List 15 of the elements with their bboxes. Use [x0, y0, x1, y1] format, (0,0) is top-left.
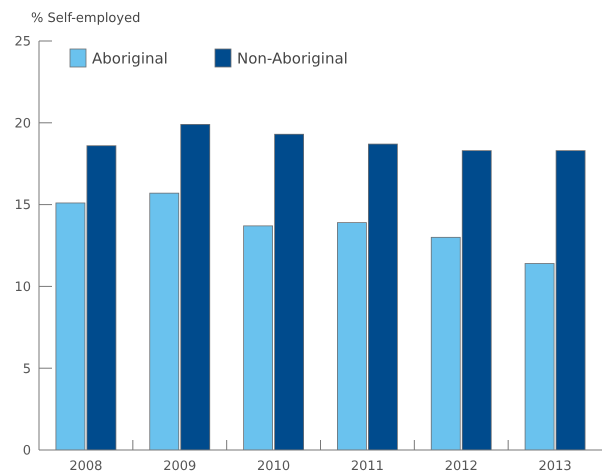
x-tick-label: 2011 — [350, 459, 384, 474]
x-tick-label: 2009 — [163, 459, 196, 474]
legend-label: Aboriginal — [92, 49, 168, 68]
y-axis-title: % Self-employed — [31, 11, 140, 26]
x-tick-label: 2012 — [444, 459, 478, 474]
y-tick-label: 5 — [22, 362, 31, 377]
x-tick-label: 2013 — [538, 459, 572, 474]
y-tick-label: 0 — [22, 444, 31, 459]
y-tick-label: 15 — [14, 198, 31, 214]
legend-label: Non-Aboriginal — [237, 49, 348, 68]
x-tick-label: 2008 — [69, 459, 102, 474]
y-tick-label: 20 — [14, 116, 31, 132]
y-tick-label: 25 — [14, 34, 31, 50]
x-tick-label: 2010 — [257, 459, 290, 474]
y-tick-label: 10 — [14, 280, 31, 295]
